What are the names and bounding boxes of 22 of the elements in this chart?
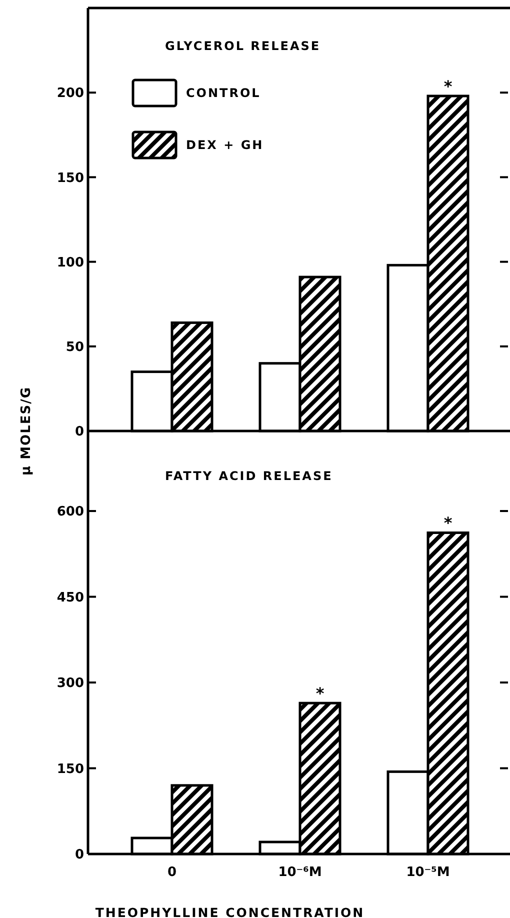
x-tick-label: 0	[167, 865, 177, 880]
y-tick-label: 150	[56, 170, 84, 186]
y-tick-label: 50	[66, 340, 84, 355]
y-axis-title: μ MOLES/G	[19, 386, 34, 476]
y-tick-label: 100	[56, 255, 84, 270]
x-tick-label: 10⁻⁶M	[278, 865, 322, 880]
y-tick-label: 300	[56, 676, 84, 692]
y-tick-label: 0	[74, 848, 84, 863]
legend-label: CONTROL	[186, 86, 261, 100]
annotation: *	[444, 76, 453, 96]
annotation: *	[316, 684, 325, 704]
x-tick-label: 10⁻⁵M	[406, 865, 450, 880]
y-tick-label: 450	[56, 590, 84, 606]
annotation: *	[444, 514, 453, 533]
text: GLYCEROL RELEASE	[165, 39, 321, 53]
y-tick-label: 600	[56, 504, 84, 520]
y-tick-label: 0	[74, 424, 84, 440]
y-tick-label: 200	[56, 86, 84, 102]
legend-label: DEX + GH	[186, 138, 264, 152]
y-tick-label: 150	[56, 762, 84, 777]
x-axis-title: THEOPHYLLINE CONCENTRATION	[95, 905, 365, 918]
text: FATTY ACID RELEASE	[165, 469, 333, 483]
